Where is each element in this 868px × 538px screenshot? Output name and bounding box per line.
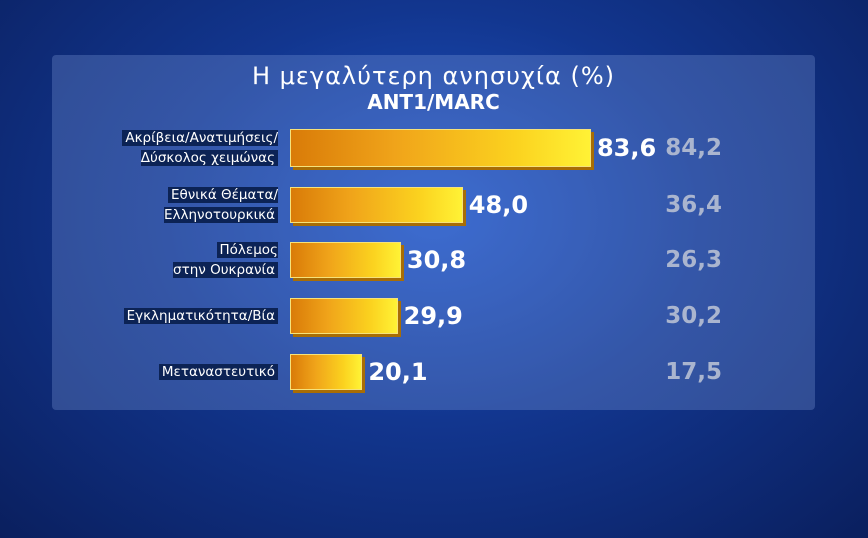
- previous-value: 84,2: [665, 135, 722, 161]
- value-label: 48,0: [468, 191, 529, 219]
- category-label: Εθνικά Θέματα/ Ελληνοτουρκικά: [163, 185, 278, 225]
- category-text: Εθνικά Θέματα/ Ελληνοτουρκικά: [163, 187, 278, 223]
- bar: [290, 298, 398, 334]
- bar: [290, 242, 401, 278]
- category-text: Ακρίβεια/Ανατιμήσεις/ Δύσκολος χειμώνας: [122, 130, 278, 166]
- category-text: Εγκληματικότητα/Βία: [123, 308, 278, 324]
- category-text: Μεταναστευτικό: [158, 364, 278, 380]
- previous-value: 36,4: [665, 192, 722, 218]
- chart-title: Η μεγαλύτερη ανησυχία (%): [251, 62, 616, 90]
- previous-value: 17,5: [665, 359, 722, 385]
- chart-subtitle: ANT1/MARC: [367, 90, 500, 114]
- value-label: 30,8: [406, 246, 467, 274]
- category-label: Εγκληματικότητα/Βία: [123, 306, 278, 326]
- value-label: 20,1: [368, 358, 428, 386]
- panel: [52, 55, 815, 410]
- category-text: Πόλεμος στην Ουκρανία: [173, 242, 278, 278]
- previous-value: 26,3: [665, 247, 722, 273]
- previous-value: 30,2: [665, 303, 722, 329]
- category-label: Ακρίβεια/Ανατιμήσεις/ Δύσκολος χειμώνας: [122, 128, 278, 168]
- value-label: 83,6: [596, 134, 657, 162]
- bar: [290, 187, 463, 223]
- category-label: Μεταναστευτικό: [158, 362, 278, 382]
- category-label: Πόλεμος στην Ουκρανία: [173, 240, 278, 280]
- bar: [290, 354, 363, 390]
- bar: [290, 129, 591, 167]
- value-label: 29,9: [403, 302, 463, 330]
